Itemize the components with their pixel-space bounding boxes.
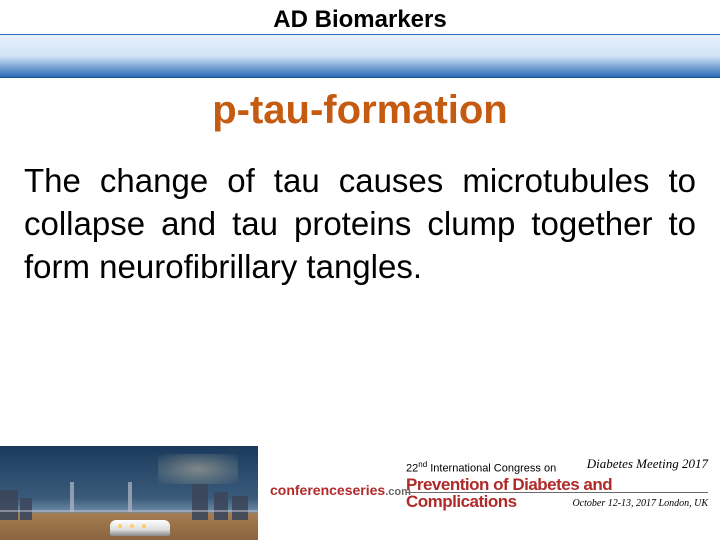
congress-ordinal-line: 22nd International Congress on [406,460,556,475]
footer-photo-london [0,446,258,540]
boat-light [118,524,122,528]
bridge-tower [70,482,74,512]
building [20,498,32,520]
bridge-tower [128,482,132,512]
congress-ordinal-suffix: nd [418,460,427,469]
conference-logo: conferenceseries.com [270,482,411,498]
building [214,492,228,520]
congress-ordinal: 22 [406,463,418,475]
subtitle: p-tau-formation [0,88,720,133]
footer-text-block: conferenceseries.com 22nd International … [258,446,720,540]
building [232,496,248,520]
slide-title: AD Biomarkers [0,6,720,34]
sky-glow [158,454,238,484]
conference-logo-name: conferenceseries [270,482,385,498]
footer-divider [406,492,708,493]
meeting-date: October 12-13, 2017 London, UK [572,498,708,509]
body-paragraph: The change of tau causes microtubules to… [24,160,696,289]
header-band [0,34,720,78]
footer: conferenceseries.com 22nd International … [0,446,720,540]
boat-light [130,524,134,528]
building [192,484,208,520]
congress-line-rest: International Congress on [427,463,556,475]
building [0,490,18,520]
meeting-label: Diabetes Meeting 2017 [587,456,708,472]
boat-light [142,524,146,528]
boat [110,520,170,536]
